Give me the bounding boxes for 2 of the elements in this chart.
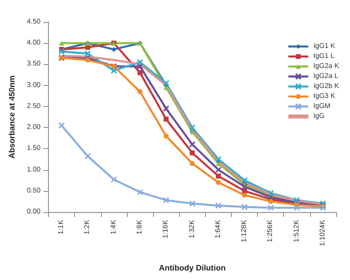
x-axis-title: Antibody Dilution (158, 264, 226, 272)
y-axis-title: Absorbance at 450nm (8, 75, 16, 159)
